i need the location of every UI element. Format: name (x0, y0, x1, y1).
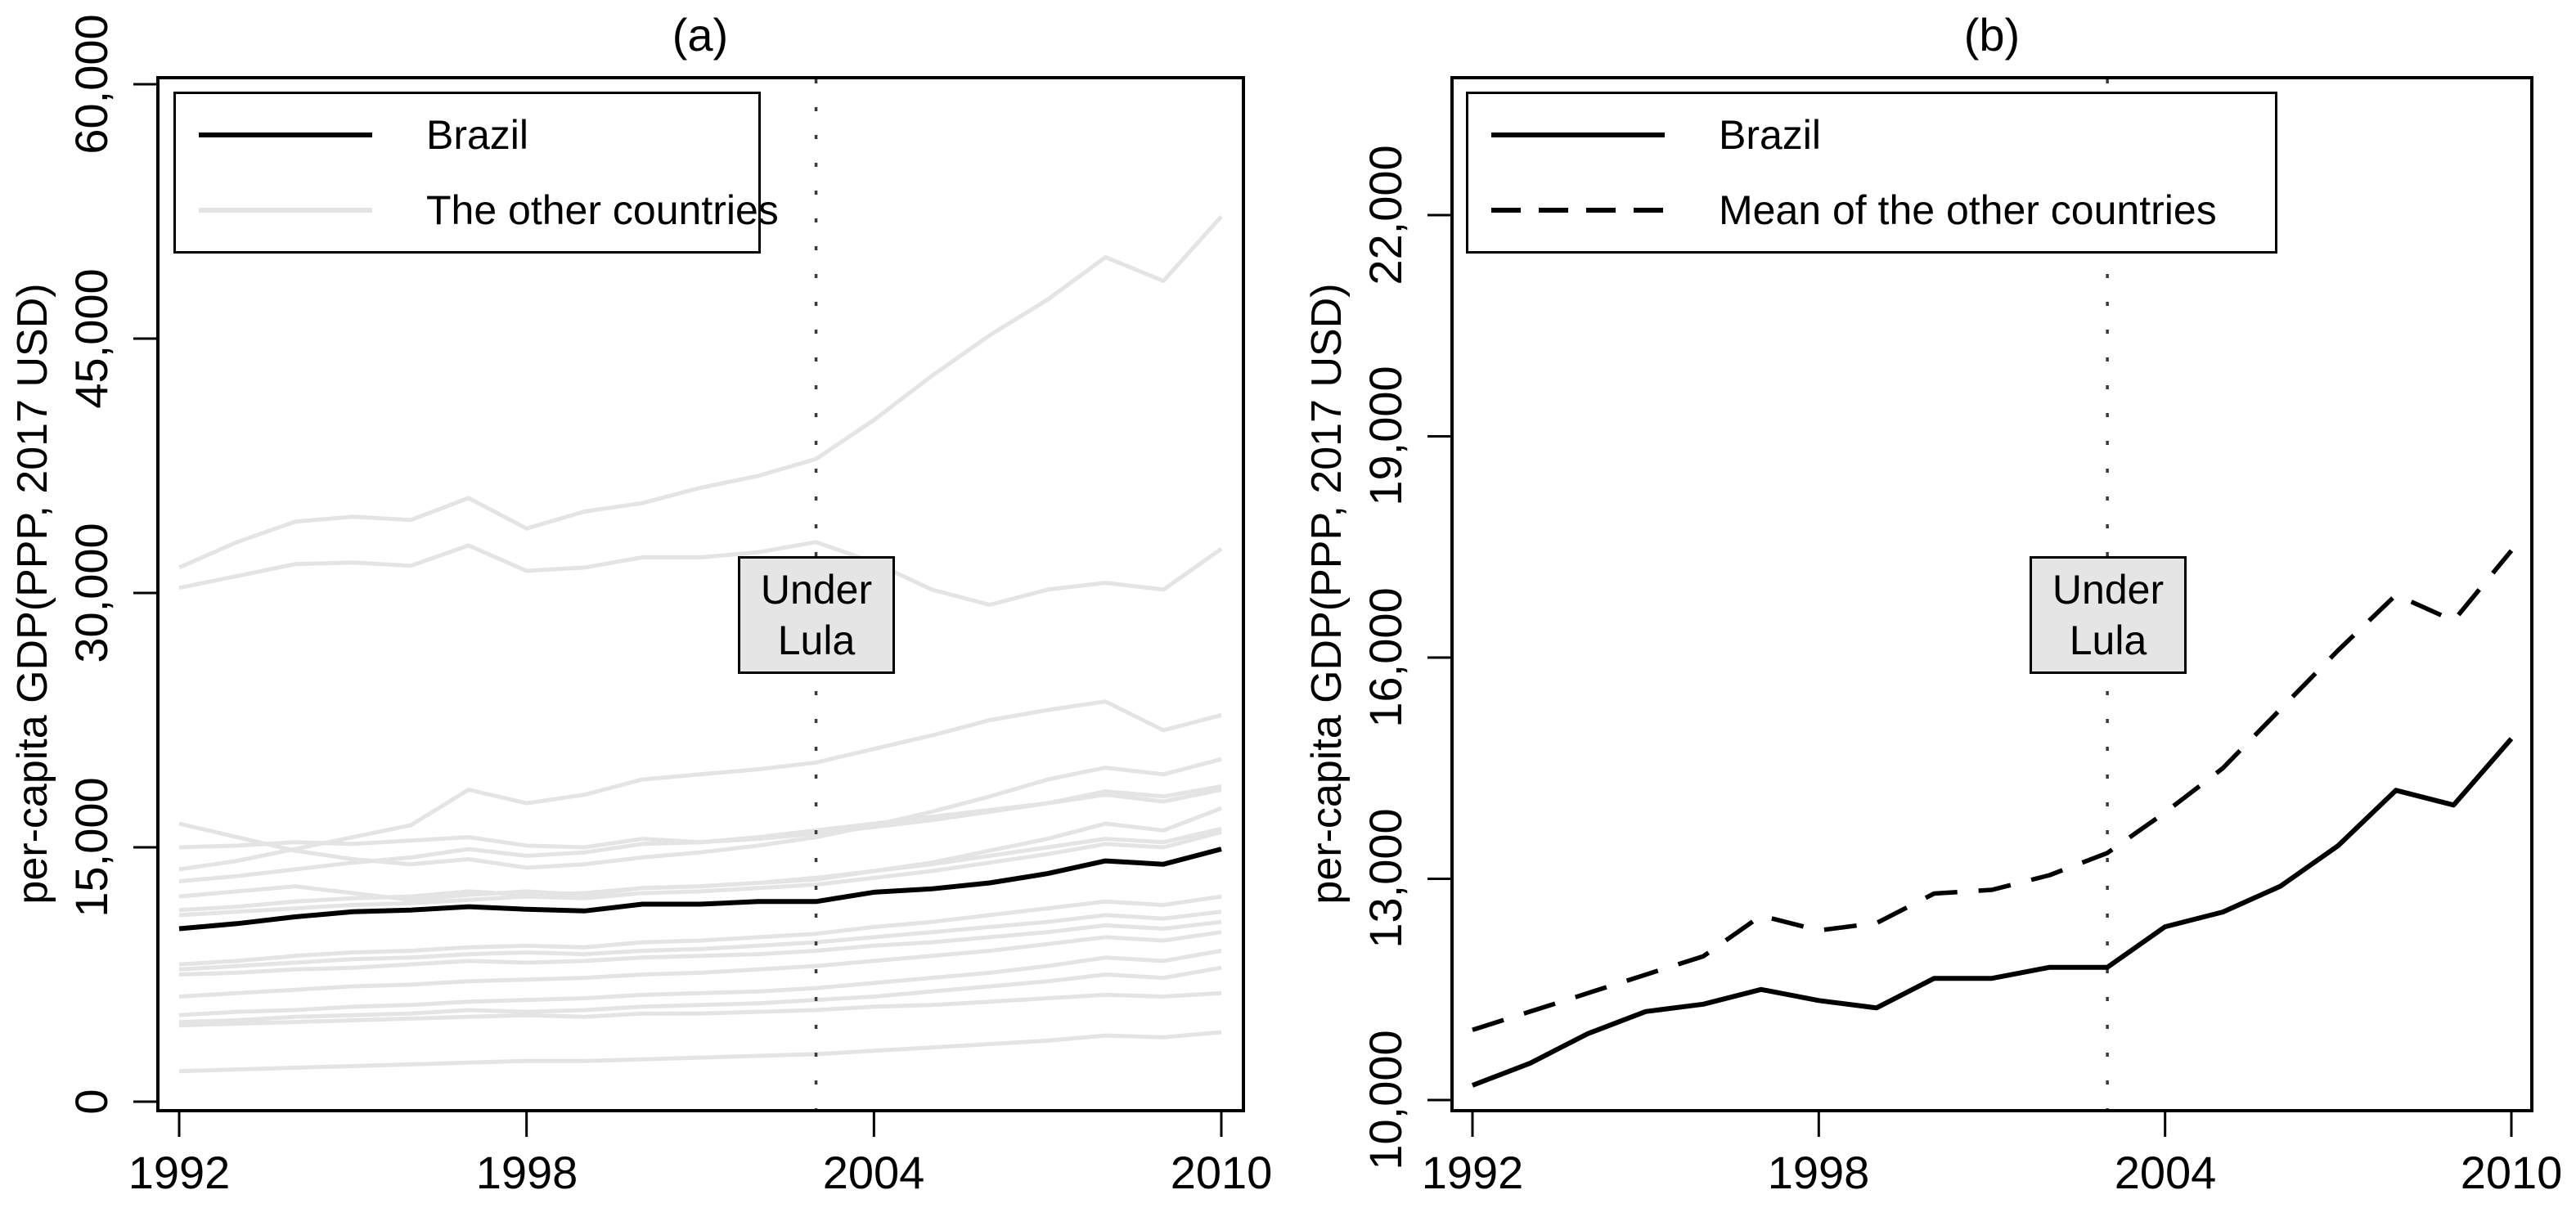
annotation-line-1: Under (2052, 567, 2165, 613)
series-other-04 (178, 757, 1222, 870)
series-other-01 (178, 215, 1223, 570)
series-other-12 (178, 919, 1222, 977)
panel-a-xtick-2004: 2004 (822, 1147, 925, 1198)
panel-a-legend-row-others: The other countries (199, 185, 779, 236)
series-Brazil (1471, 737, 2514, 1088)
panel-a-xtick-1998: 1998 (475, 1147, 578, 1198)
plot-border (1450, 76, 2533, 1112)
series-Mean of the other countries (1472, 549, 2514, 1032)
panel-b-ytick-13000: 13,000 (1360, 808, 1411, 949)
panel-a-legend-label-others: The other countries (426, 187, 779, 233)
annotation-line-2: Lula (777, 617, 856, 663)
panel-a-legend-row-brazil: Brazil (199, 110, 758, 160)
panel-b-ytick-22000: 22,000 (1360, 145, 1411, 285)
solid-gray-line-sample-icon (199, 208, 372, 213)
series-Brazil (178, 847, 1222, 932)
series-other-10 (178, 894, 1222, 967)
panel-a-legend-label-brazil: Brazil (426, 112, 529, 158)
panel-b-xtick-2010: 2010 (2460, 1147, 2563, 1198)
panel-b-legend-row-mean: Mean of the other countries (1491, 185, 2275, 236)
panel-a-ytick-0: 0 (65, 1089, 117, 1115)
series-other-15 (178, 965, 1222, 1025)
panel-b-legend: Brazil Mean of the other countries (1466, 92, 2277, 254)
panel-b-y-axis-label: per-capita GDP(PPP, 2017 USD) (1303, 283, 1351, 905)
tick-marks (1427, 213, 2513, 1137)
series-other-09 (178, 829, 1222, 918)
tick-marks (133, 83, 1223, 1137)
annotation-line-2: Lula (2069, 617, 2147, 663)
series-other-13 (178, 930, 1222, 999)
series-other-11 (178, 909, 1222, 972)
panel-a-title: (a) (672, 9, 729, 61)
panel-b-xtick-1992: 1992 (1421, 1147, 1524, 1198)
panel-a-xtick-2010: 2010 (1170, 1147, 1273, 1198)
annotation-line-1: Under (760, 567, 873, 613)
panel-b-xtick-2004: 2004 (2114, 1147, 2217, 1198)
panel-b-plot (1427, 76, 2533, 1137)
dashed-black-line-sample-icon (1491, 208, 1665, 213)
panel-a-plot (133, 76, 1245, 1137)
panel-a-under-lula-annotation: Under Lula (738, 556, 895, 674)
panel-a-xtick-1992: 1992 (128, 1147, 231, 1198)
panel-b-legend-label-brazil: Brazil (1719, 112, 1822, 158)
series-other-17 (178, 1030, 1222, 1074)
series-other-06 (178, 788, 1222, 883)
panel-a-ytick-60000: 60,000 (65, 14, 117, 155)
panel-a-ytick-15000: 15,000 (65, 777, 117, 918)
panel-b-ytick-19000: 19,000 (1360, 366, 1411, 506)
series-other-08 (178, 826, 1222, 913)
panel-b-legend-row-brazil: Brazil (1491, 110, 2275, 160)
solid-black-line-sample-icon (1491, 132, 1665, 137)
panel-b-ytick-16000: 16,000 (1360, 587, 1411, 728)
series-other-16 (178, 990, 1222, 1028)
panel-a-ytick-30000: 30,000 (65, 523, 117, 663)
panel-a-y-axis-label: per-capita GDP(PPP, 2017 USD) (9, 283, 56, 905)
panel-b-xtick-1998: 1998 (1767, 1147, 1870, 1198)
panel-b-legend-label-mean: Mean of the other countries (1719, 187, 2217, 233)
panel-b-title: (b) (1963, 9, 2021, 61)
panel-a-ytick-45000: 45,000 (65, 268, 117, 409)
series-other-14 (178, 949, 1222, 1017)
panel-b-under-lula-annotation: Under Lula (2030, 556, 2187, 674)
panel-a-legend: Brazil The other countries (173, 92, 779, 254)
solid-black-line-sample-icon (199, 132, 372, 137)
other-countries-series (178, 215, 1223, 1074)
plot-border (156, 76, 1245, 1112)
series-other-02 (178, 540, 1223, 607)
series-other-05 (178, 784, 1222, 850)
series-other-03 (178, 699, 1222, 872)
